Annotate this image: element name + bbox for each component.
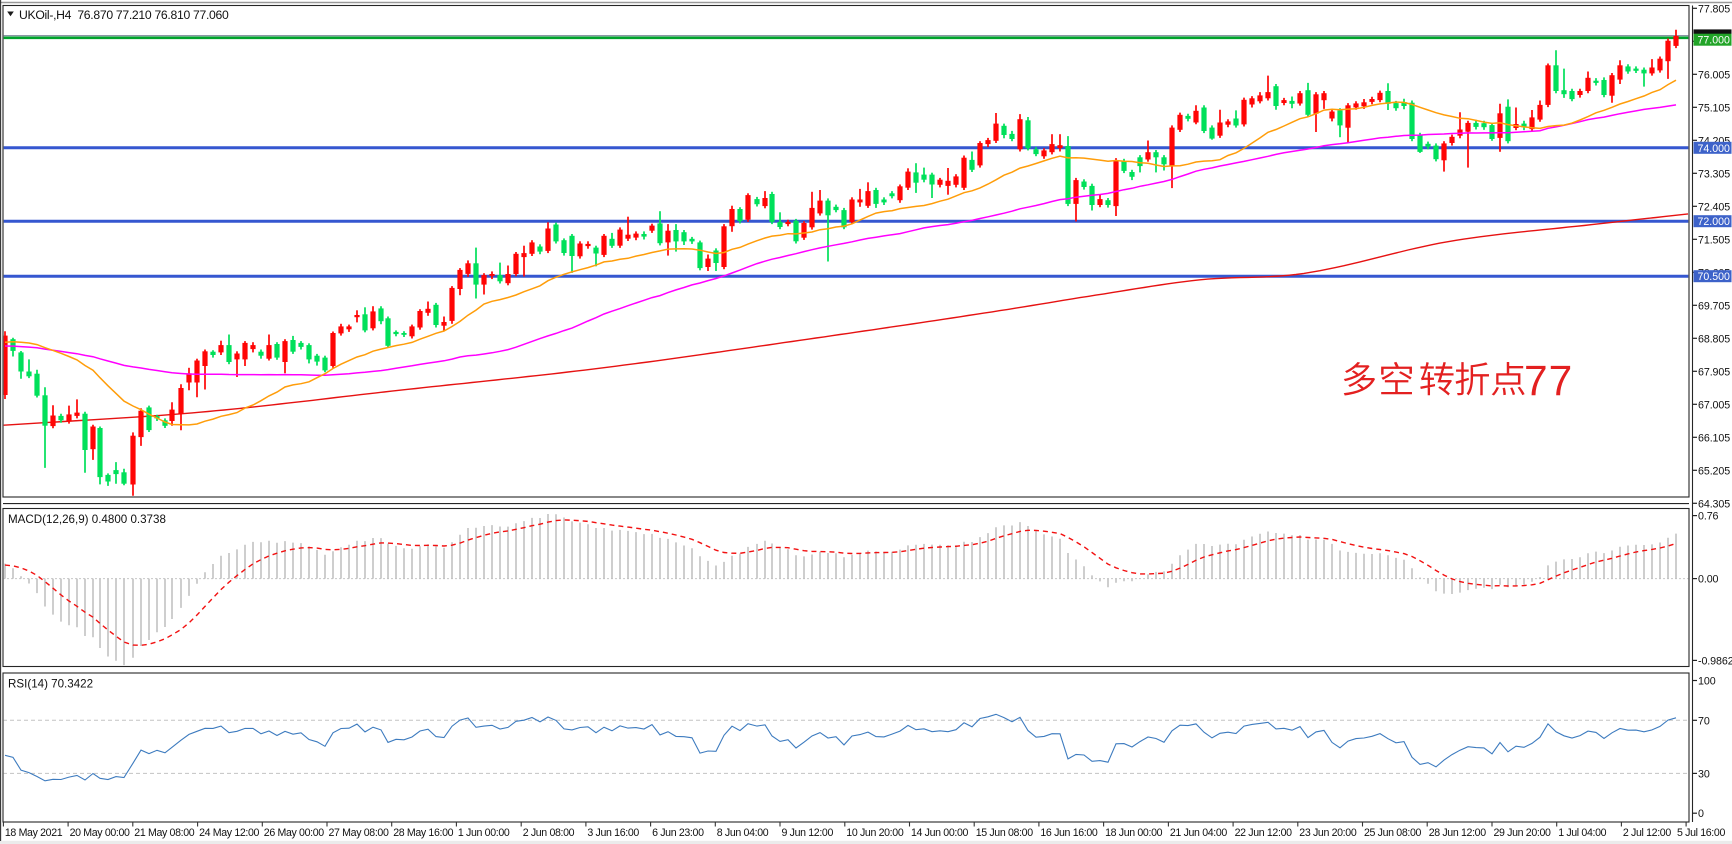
svg-text:MACD(12,26,9) 0.4800 0.3738: MACD(12,26,9) 0.4800 0.3738 — [8, 513, 166, 526]
svg-text:77.805: 77.805 — [1698, 3, 1730, 15]
svg-text:18 Jun 00:00: 18 Jun 00:00 — [1105, 827, 1163, 839]
svg-text:20 May 00:00: 20 May 00:00 — [70, 827, 130, 839]
svg-text:0.76: 0.76 — [1698, 511, 1719, 523]
svg-text:30: 30 — [1698, 768, 1710, 780]
svg-text:0.00: 0.00 — [1698, 574, 1719, 586]
svg-text:21 Jun 04:00: 21 Jun 04:00 — [1170, 827, 1228, 839]
svg-text:76.005: 76.005 — [1698, 69, 1730, 81]
svg-text:67.005: 67.005 — [1698, 399, 1730, 411]
svg-text:73.305: 73.305 — [1698, 168, 1730, 180]
svg-text:3 Jun 16:00: 3 Jun 16:00 — [587, 827, 639, 839]
svg-text:74.000: 74.000 — [1698, 143, 1731, 155]
svg-text:25 Jun 08:00: 25 Jun 08:00 — [1364, 827, 1422, 839]
svg-text:64.305: 64.305 — [1698, 498, 1730, 510]
svg-text:10 Jun 20:00: 10 Jun 20:00 — [846, 827, 904, 839]
svg-text:72.405: 72.405 — [1698, 201, 1730, 213]
svg-text:77.000: 77.000 — [1698, 35, 1731, 47]
svg-text:16 Jun 16:00: 16 Jun 16:00 — [1040, 827, 1098, 839]
svg-text:6 Jun 23:00: 6 Jun 23:00 — [652, 827, 704, 839]
svg-text:27 May 08:00: 27 May 08:00 — [329, 827, 389, 839]
svg-text:26 May 00:00: 26 May 00:00 — [264, 827, 324, 839]
svg-text:71.505: 71.505 — [1698, 234, 1730, 246]
svg-text:66.105: 66.105 — [1698, 432, 1730, 444]
svg-text:67.905: 67.905 — [1698, 366, 1730, 378]
svg-text:28 May 16:00: 28 May 16:00 — [393, 827, 453, 839]
svg-text:RSI(14) 70.3422: RSI(14) 70.3422 — [8, 678, 93, 691]
svg-text:77: 77 — [1524, 358, 1573, 405]
svg-text:21 May 08:00: 21 May 08:00 — [134, 827, 194, 839]
svg-text:14 Jun 00:00: 14 Jun 00:00 — [911, 827, 969, 839]
svg-text:5 Jul 16:00: 5 Jul 16:00 — [1677, 827, 1725, 839]
svg-text:72.000: 72.000 — [1698, 216, 1731, 228]
svg-text:65.205: 65.205 — [1698, 465, 1730, 477]
svg-text:100: 100 — [1698, 676, 1716, 688]
svg-text:29 Jun 20:00: 29 Jun 20:00 — [1494, 827, 1552, 839]
svg-text:22 Jun 12:00: 22 Jun 12:00 — [1235, 827, 1293, 839]
svg-text:2 Jul 12:00: 2 Jul 12:00 — [1623, 827, 1671, 839]
svg-text:68.805: 68.805 — [1698, 333, 1730, 345]
svg-text:23 Jun 20:00: 23 Jun 20:00 — [1299, 827, 1357, 839]
svg-text:70: 70 — [1698, 715, 1710, 727]
svg-text:69.705: 69.705 — [1698, 300, 1730, 312]
svg-text:28 Jun 12:00: 28 Jun 12:00 — [1429, 827, 1487, 839]
svg-text:18 May 2021: 18 May 2021 — [5, 827, 63, 839]
svg-text:2 Jun 08:00: 2 Jun 08:00 — [523, 827, 575, 839]
svg-text:9 Jun 12:00: 9 Jun 12:00 — [782, 827, 834, 839]
svg-text:1 Jul 04:00: 1 Jul 04:00 — [1558, 827, 1606, 839]
svg-text:-0.9862: -0.9862 — [1698, 655, 1732, 667]
svg-text:8 Jun 04:00: 8 Jun 04:00 — [717, 827, 769, 839]
svg-text:75.105: 75.105 — [1698, 102, 1730, 114]
svg-text:0: 0 — [1698, 808, 1704, 820]
svg-text:UKOil-,H4 76.870 77.210 76.81: UKOil-,H4 76.870 77.210 76.810 77.060 — [19, 8, 229, 22]
svg-text:24 May 12:00: 24 May 12:00 — [199, 827, 259, 839]
svg-text:1 Jun 00:00: 1 Jun 00:00 — [458, 827, 510, 839]
svg-text:15 Jun 08:00: 15 Jun 08:00 — [976, 827, 1034, 839]
svg-text:70.500: 70.500 — [1698, 271, 1731, 283]
